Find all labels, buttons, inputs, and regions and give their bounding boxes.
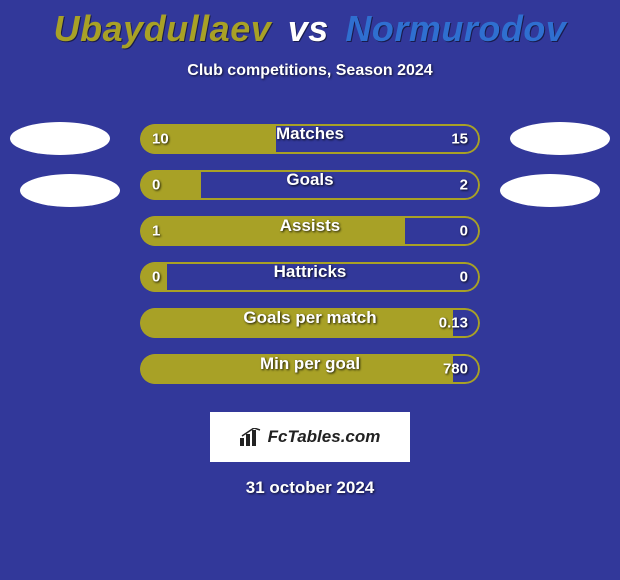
bar-fill-left [140, 170, 201, 200]
stat-bar: Min per goal780 [140, 354, 480, 384]
stat-label: Hattricks [140, 262, 480, 282]
comparison-infographic: Ubaydullaev vs Normurodov Club competiti… [0, 0, 620, 580]
player1-name: Ubaydullaev [54, 8, 272, 49]
placeholder-oval [20, 174, 120, 207]
stat-row: Goals per match0.13 [0, 300, 620, 346]
footer-date: 31 october 2024 [0, 478, 620, 498]
bar-fill-left [140, 124, 276, 154]
bar-fill-left [140, 216, 405, 246]
stat-row: Hattricks00 [0, 254, 620, 300]
player2-name: Normurodov [345, 8, 566, 49]
stat-value-right: 15 [451, 131, 468, 148]
stat-bar: Goals per match0.13 [140, 308, 480, 338]
stat-bar: Assists10 [140, 216, 480, 246]
stat-row: Assists10 [0, 208, 620, 254]
stat-bar: Matches1015 [140, 124, 480, 154]
stat-bar: Hattricks00 [140, 262, 480, 292]
stat-value-right: 0 [460, 223, 468, 240]
chart-icon [240, 428, 262, 446]
bar-fill-left [140, 308, 453, 338]
placeholder-oval [10, 122, 110, 155]
placeholder-oval [510, 122, 610, 155]
stat-value-right: 0 [460, 269, 468, 286]
bar-border [140, 262, 480, 292]
stat-value-right: 2 [460, 177, 468, 194]
bar-fill-left [140, 354, 453, 384]
bar-fill-left [140, 262, 167, 292]
footer-logo-text: FcTables.com [268, 427, 381, 447]
chart-area: Matches1015Goals02Assists10Hattricks00Go… [0, 116, 620, 392]
vs-label: vs [288, 8, 329, 49]
subtitle: Club competitions, Season 2024 [0, 62, 620, 80]
stat-row: Min per goal780 [0, 346, 620, 392]
placeholder-oval [500, 174, 600, 207]
footer-logo: FcTables.com [210, 412, 410, 462]
stat-bar: Goals02 [140, 170, 480, 200]
title: Ubaydullaev vs Normurodov [0, 0, 620, 50]
